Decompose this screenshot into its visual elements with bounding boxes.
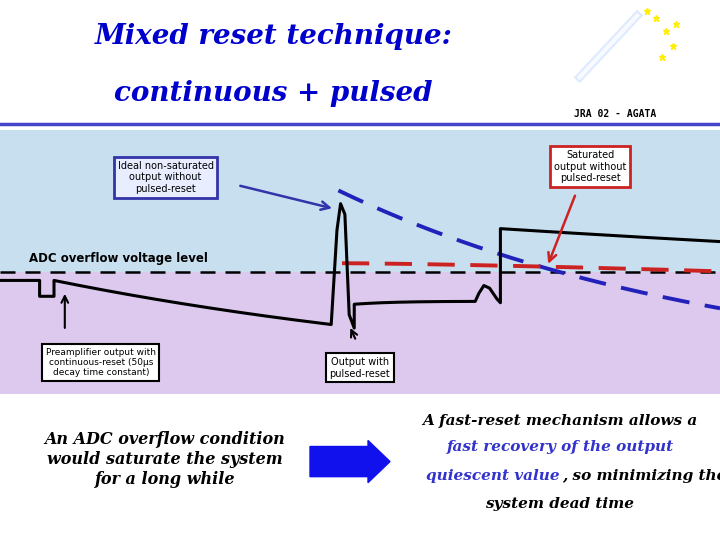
- Text: system dead time: system dead time: [485, 497, 634, 511]
- FancyArrow shape: [310, 441, 390, 483]
- Text: An ADC overflow condition
would saturate the system
for a long while: An ADC overflow condition would saturate…: [45, 431, 285, 488]
- Text: Mixed reset technique:: Mixed reset technique:: [94, 23, 453, 50]
- Text: Preamplifier output with
continuous-reset (50μs
decay time constant): Preamplifier output with continuous-rese…: [46, 348, 156, 377]
- Text: fast recovery of the output: fast recovery of the output: [446, 441, 674, 455]
- Text: JRA 02 - AGATA: JRA 02 - AGATA: [575, 109, 657, 119]
- Text: Output with
pulsed-reset: Output with pulsed-reset: [330, 357, 390, 379]
- Text: quiescent value: quiescent value: [426, 469, 560, 483]
- Text: , so minimizing the: , so minimizing the: [562, 469, 720, 483]
- Text: ADC overflow voltage level: ADC overflow voltage level: [29, 252, 207, 265]
- Text: A fast-reset mechanism allows a: A fast-reset mechanism allows a: [423, 414, 698, 428]
- Bar: [0, 273, 720, 394]
- Text: EURONS: EURONS: [591, 75, 640, 84]
- Text: Ideal non-saturated
output without
pulsed-reset: Ideal non-saturated output without pulse…: [117, 160, 214, 194]
- Text: Saturated
output without
pulsed-reset: Saturated output without pulsed-reset: [554, 150, 626, 183]
- Bar: [0, 130, 720, 273]
- Text: continuous + pulsed: continuous + pulsed: [114, 80, 433, 107]
